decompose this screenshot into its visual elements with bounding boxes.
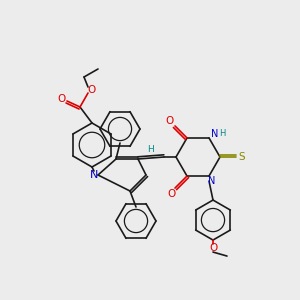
Text: N: N (208, 176, 216, 186)
Text: N: N (211, 129, 219, 139)
Text: O: O (88, 85, 96, 95)
Text: S: S (239, 152, 245, 162)
Text: H: H (219, 129, 225, 138)
Text: O: O (166, 116, 174, 126)
Text: O: O (58, 94, 66, 104)
Text: N: N (90, 170, 98, 180)
Text: O: O (167, 189, 175, 199)
Text: H: H (148, 146, 154, 154)
Text: O: O (209, 243, 217, 253)
